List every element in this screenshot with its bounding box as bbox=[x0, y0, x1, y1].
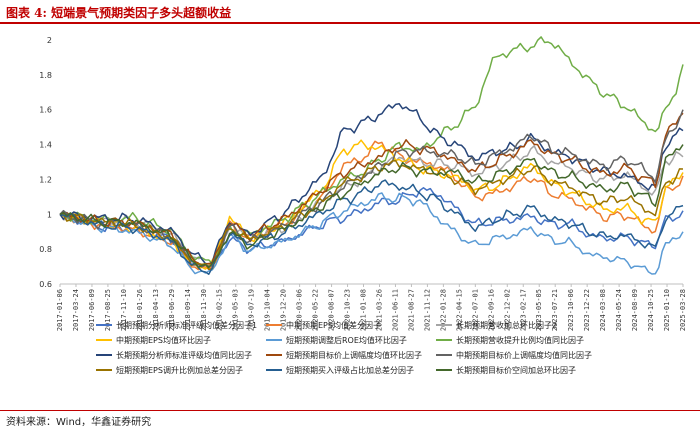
y-tick-label: 1.4 bbox=[39, 141, 52, 150]
x-tick-label: 2024-05-24 bbox=[615, 289, 623, 331]
legend-label-11: 短期预期买入评级占比加总差分因子 bbox=[286, 365, 414, 375]
x-tick-label: 2020-03-06 bbox=[296, 289, 304, 331]
legend-label-6: 长期预期营收提升比例均值同比因子 bbox=[456, 335, 584, 345]
series-line-12 bbox=[59, 144, 684, 269]
x-tick-label: 2019-07-19 bbox=[248, 289, 256, 331]
x-tick-label: 2018-11-30 bbox=[200, 289, 208, 331]
y-tick-label: 1.2 bbox=[39, 175, 52, 184]
x-tick-label: 2021-01-08 bbox=[360, 289, 368, 331]
x-tick-label: 2022-04-15 bbox=[455, 289, 463, 331]
series-line-11 bbox=[59, 179, 684, 275]
x-tick-label: 2023-10-06 bbox=[567, 289, 575, 331]
x-tick-label: 2017-11-10 bbox=[120, 289, 128, 331]
series-line-4 bbox=[59, 139, 684, 270]
y-tick-label: 2 bbox=[47, 36, 52, 45]
chart-legend: 长期预期分析师标准评级均值差分因子1 中期预期EPS均值差分因子 长期预期营收加总环… bbox=[96, 320, 592, 375]
x-tick-label: 2022-07-01 bbox=[471, 289, 479, 331]
x-tick-label: 2018-06-29 bbox=[168, 289, 176, 331]
series-line-7 bbox=[59, 103, 684, 265]
x-tick-label: 2021-06-11 bbox=[391, 289, 399, 331]
series-line-8 bbox=[59, 112, 684, 268]
x-tick-label: 2017-06-09 bbox=[88, 289, 96, 331]
x-tick-label: 2024-08-09 bbox=[631, 289, 639, 331]
x-tick-label: 2020-05-22 bbox=[312, 289, 320, 331]
x-tick-label: 2025-01-10 bbox=[663, 289, 671, 331]
title-divider bbox=[0, 22, 700, 24]
x-tick-label: 2018-01-26 bbox=[136, 289, 144, 331]
x-tick-label: 2023-12-22 bbox=[583, 289, 591, 331]
x-tick-label: 2020-08-07 bbox=[328, 289, 336, 331]
x-tick-label: 2022-09-16 bbox=[487, 289, 495, 331]
legend-label-3: 长期预期营收加总环比因子2 bbox=[456, 320, 557, 330]
x-tick-label: 2021-03-26 bbox=[375, 289, 383, 331]
series-line-1 bbox=[59, 187, 684, 269]
legend-label-7: 长期预期分析师标准评级均值同比因子 bbox=[116, 350, 252, 360]
legend-label-4: 中期预期EPS均值环比因子 bbox=[116, 335, 211, 345]
x-tick-label: 2021-08-27 bbox=[407, 289, 415, 331]
line-chart: 0.6 0.8 1 1.2 1.4 1.6 1.8 2 2017-01-06 2017-03-24… bbox=[39, 36, 687, 375]
y-tick-label: 0.8 bbox=[39, 245, 52, 254]
x-tick-label: 2017-01-06 bbox=[56, 289, 64, 331]
legend-label-9: 中期预期目标价上调幅度均值同比因子 bbox=[456, 350, 592, 360]
x-tick-label: 2022-01-28 bbox=[439, 289, 447, 331]
x-tick-label: 2021-11-12 bbox=[423, 289, 431, 331]
x-tick-label: 2024-03-08 bbox=[599, 289, 607, 331]
x-tick-label: 2019-02-15 bbox=[216, 289, 224, 331]
x-tick-label: 2019-10-04 bbox=[264, 289, 272, 331]
y-tick-label: 0.6 bbox=[39, 280, 52, 289]
y-tick-label: 1.8 bbox=[39, 71, 52, 80]
figure-label: 图表 4: bbox=[6, 6, 47, 20]
legend-label-2: 中期预期EPS均值差分因子 bbox=[286, 320, 381, 330]
x-tick-label: 2018-09-14 bbox=[184, 289, 192, 331]
y-tick-label: 1 bbox=[47, 210, 52, 219]
x-tick-label: 2022-12-02 bbox=[503, 289, 511, 331]
x-tick-label: 2023-02-17 bbox=[519, 289, 527, 331]
legend-label-12: 长期预期目标价空间加总环比因子 bbox=[456, 365, 576, 375]
legend-label-8: 短期预期目标价上调幅度均值环比因子 bbox=[286, 350, 422, 360]
y-tick-label: 1.6 bbox=[39, 106, 52, 115]
x-tick-label: 2017-08-25 bbox=[104, 289, 112, 331]
x-tick-label: 2024-10-25 bbox=[647, 289, 655, 331]
source-divider bbox=[0, 410, 700, 411]
chart-series-lines bbox=[59, 36, 684, 275]
legend-label-5: 短期预期调整后ROE均值环比因子 bbox=[286, 335, 407, 345]
legend-label-1: 长期预期分析师标准评级均值差分因子1 bbox=[116, 320, 257, 330]
x-tick-label: 2019-05-03 bbox=[232, 289, 240, 331]
x-tick-label: 2023-07-21 bbox=[551, 289, 559, 331]
x-tick-label: 2019-12-20 bbox=[280, 289, 288, 331]
figure-title: 图表 4: 短端景气预期类因子多头超额收益 bbox=[6, 4, 231, 21]
chart-axes: 0.6 0.8 1 1.2 1.4 1.6 1.8 2 2017-01-06 2017-03-24… bbox=[39, 36, 687, 331]
x-tick-label: 2020-10-23 bbox=[344, 289, 352, 331]
x-tick-label: 2023-05-05 bbox=[535, 289, 543, 331]
series-line-5 bbox=[59, 192, 684, 275]
x-tick-label: 2025-03-28 bbox=[679, 289, 687, 331]
legend-label-10: 短期预期EPS调升比例加总差分因子 bbox=[116, 365, 243, 375]
series-line-9 bbox=[59, 109, 684, 268]
x-tick-label: 2018-04-13 bbox=[152, 289, 160, 331]
figure-title-text: 短端景气预期类因子多头超额收益 bbox=[51, 6, 232, 20]
source-note: 资料来源：Wind，华鑫证券研究 bbox=[6, 417, 152, 428]
x-tick-label: 2017-03-24 bbox=[72, 289, 80, 331]
